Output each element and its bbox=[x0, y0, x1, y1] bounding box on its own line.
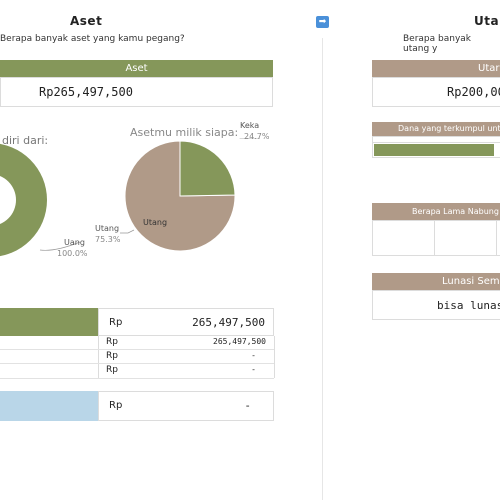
donut-uang-slice bbox=[0, 143, 47, 257]
aset-total-value: Rp265,497,500 bbox=[39, 85, 133, 99]
aset-header-bar: Aset bbox=[0, 60, 273, 77]
dana-header-bar: Dana yang terkumpul unt bbox=[372, 122, 500, 136]
table-blue-cell bbox=[0, 391, 98, 421]
table-row-value: 265,497,500 bbox=[213, 337, 266, 346]
pie-slice-utang bbox=[124, 140, 236, 252]
table-green-cell bbox=[0, 308, 98, 336]
panel-divider bbox=[322, 38, 323, 500]
table-row-currency: Rp bbox=[106, 337, 118, 347]
utang-subtitle: Berapa banyak utang y bbox=[403, 34, 472, 54]
dana-progress-fill bbox=[374, 144, 494, 156]
table-row-value: - bbox=[251, 365, 256, 374]
lunasi-text: bisa lunas bbox=[437, 299, 500, 312]
donut-callout-line bbox=[39, 241, 81, 251]
table-row: Rp - bbox=[98, 350, 274, 364]
table-blue-currency: Rp bbox=[109, 400, 123, 411]
utang-title: Utar bbox=[474, 14, 500, 28]
chart-right-title: Asetmu milik siapa: bbox=[130, 126, 239, 139]
table-blue-value: - bbox=[244, 399, 251, 412]
table-row-currency: Rp bbox=[106, 351, 118, 361]
chart-left-label: Uang bbox=[64, 238, 85, 247]
table-row: Rp - bbox=[98, 364, 274, 379]
table-row: Rp 265,497,500 bbox=[98, 336, 274, 350]
pie-utang-outside-label: Utang bbox=[95, 224, 120, 233]
donut-hole bbox=[0, 176, 16, 224]
utang-total-value: Rp200,00 bbox=[447, 85, 500, 99]
right-arrow-icon[interactable]: ➡ bbox=[316, 16, 329, 28]
aset-title: Aset bbox=[70, 14, 103, 28]
chart-left-title: diri dari: bbox=[2, 134, 49, 147]
pie-slice-keka bbox=[179, 140, 236, 197]
chart-left-percent: 100.0% bbox=[57, 249, 88, 258]
aset-total-box: Rp265,497,500 bbox=[0, 77, 273, 107]
aset-subtitle: Berapa banyak aset yang kamu pegang? bbox=[0, 34, 185, 44]
pie-keka-outside-label: Keka bbox=[240, 121, 260, 130]
table-row-value: - bbox=[251, 351, 256, 360]
table-row-currency: Rp bbox=[106, 365, 118, 375]
pie-utang-slice-label: Utang bbox=[143, 218, 168, 227]
utang-total-box: Rp200,00 bbox=[372, 77, 500, 107]
chart-left-donut bbox=[0, 143, 81, 257]
table-main-currency: Rp bbox=[109, 317, 123, 328]
lunasi-header-bar: Lunasi Semu bbox=[372, 273, 500, 290]
chart-right-pie bbox=[120, 138, 260, 252]
pie-utang-callout-line bbox=[120, 229, 135, 234]
utang-header-bar: Utar bbox=[372, 60, 500, 77]
table-rows: Rp 265,497,500 Rp - Rp - bbox=[98, 336, 275, 379]
table-blue-row: Rp - bbox=[98, 391, 274, 421]
pie-keka-outside-percent: 24.7% bbox=[244, 132, 270, 141]
lunasi-box: bisa lunas bbox=[372, 290, 500, 320]
table-left-rows bbox=[0, 336, 99, 379]
table-main-value: 265,497,500 bbox=[192, 316, 265, 329]
table-main-row: Rp 265,497,500 bbox=[98, 308, 274, 336]
lama-header-bar: Berapa Lama Nabung bbox=[372, 203, 500, 220]
lama-box bbox=[372, 220, 500, 256]
pie-utang-outside-percent: 75.3% bbox=[95, 235, 121, 244]
